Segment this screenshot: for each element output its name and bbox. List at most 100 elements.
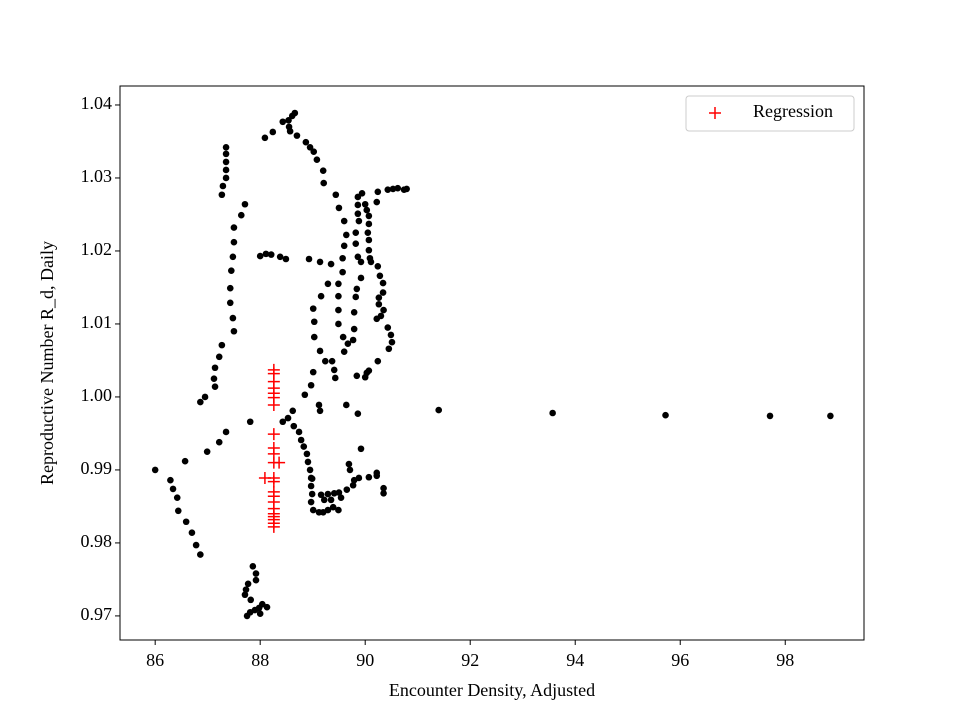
point	[267, 398, 280, 411]
point	[309, 368, 317, 376]
point	[361, 200, 369, 208]
plot-frame	[119, 85, 865, 641]
point	[330, 366, 338, 374]
point	[151, 466, 159, 474]
point	[339, 333, 347, 341]
point	[267, 428, 280, 441]
point	[295, 428, 303, 436]
point	[354, 253, 362, 261]
y-tick-label: 0.98	[81, 531, 113, 551]
point	[290, 422, 298, 430]
point	[549, 409, 556, 417]
point	[301, 391, 309, 399]
point	[374, 262, 382, 270]
x-tick-label: 86	[146, 650, 164, 670]
point	[174, 507, 182, 515]
point	[375, 294, 383, 301]
point	[222, 144, 230, 151]
point	[291, 109, 299, 117]
point	[222, 428, 230, 436]
point	[197, 398, 204, 406]
point	[258, 600, 266, 608]
point	[335, 204, 343, 212]
point	[276, 253, 284, 261]
point	[218, 341, 226, 349]
point	[327, 496, 335, 504]
point	[388, 338, 396, 346]
point	[261, 134, 269, 142]
point	[228, 267, 235, 274]
point	[367, 258, 375, 266]
point	[364, 229, 372, 237]
point	[374, 188, 382, 196]
point	[354, 201, 362, 209]
point	[353, 285, 361, 293]
point	[306, 144, 314, 151]
point	[308, 475, 316, 482]
point	[384, 324, 392, 331]
point	[230, 224, 238, 231]
point	[375, 300, 383, 308]
point	[226, 284, 234, 292]
point	[357, 445, 365, 453]
point	[387, 331, 395, 339]
point	[316, 407, 324, 415]
point	[340, 242, 348, 250]
point	[286, 127, 294, 135]
point	[229, 253, 237, 261]
point	[201, 393, 209, 401]
point	[376, 272, 384, 280]
point	[355, 474, 363, 482]
point	[317, 491, 325, 499]
point	[365, 236, 373, 244]
point	[344, 340, 352, 347]
point	[219, 182, 227, 190]
point	[279, 418, 287, 426]
point	[342, 401, 350, 409]
point	[317, 292, 325, 300]
point	[267, 475, 280, 488]
legend-box	[685, 95, 855, 132]
point	[307, 482, 315, 490]
point	[365, 246, 373, 254]
point	[293, 132, 301, 139]
point	[377, 312, 385, 320]
point	[435, 406, 443, 414]
point	[182, 518, 190, 526]
point	[335, 306, 342, 314]
point	[403, 185, 410, 193]
point	[241, 200, 249, 208]
point	[352, 240, 360, 247]
point	[211, 364, 219, 372]
point	[167, 476, 174, 484]
point	[256, 610, 264, 618]
point	[335, 280, 342, 288]
point	[242, 586, 250, 593]
point	[308, 490, 316, 498]
x-tick-label: 90	[356, 650, 374, 670]
point	[215, 353, 223, 361]
point	[353, 372, 361, 380]
point	[313, 156, 321, 164]
point	[256, 252, 264, 260]
point	[203, 448, 211, 455]
point	[303, 450, 311, 458]
x-tick-label: 96	[671, 650, 689, 670]
point	[335, 320, 342, 328]
point	[309, 506, 317, 514]
point	[339, 254, 346, 262]
point	[192, 541, 200, 549]
point	[229, 314, 237, 322]
point	[237, 211, 245, 219]
x-tick-label: 94	[566, 650, 584, 670]
point	[357, 274, 365, 282]
point	[310, 333, 318, 341]
point	[304, 458, 312, 466]
point	[352, 229, 360, 237]
point	[343, 486, 351, 493]
point	[230, 327, 238, 335]
point	[385, 345, 393, 353]
point	[252, 576, 260, 584]
point	[267, 251, 275, 258]
